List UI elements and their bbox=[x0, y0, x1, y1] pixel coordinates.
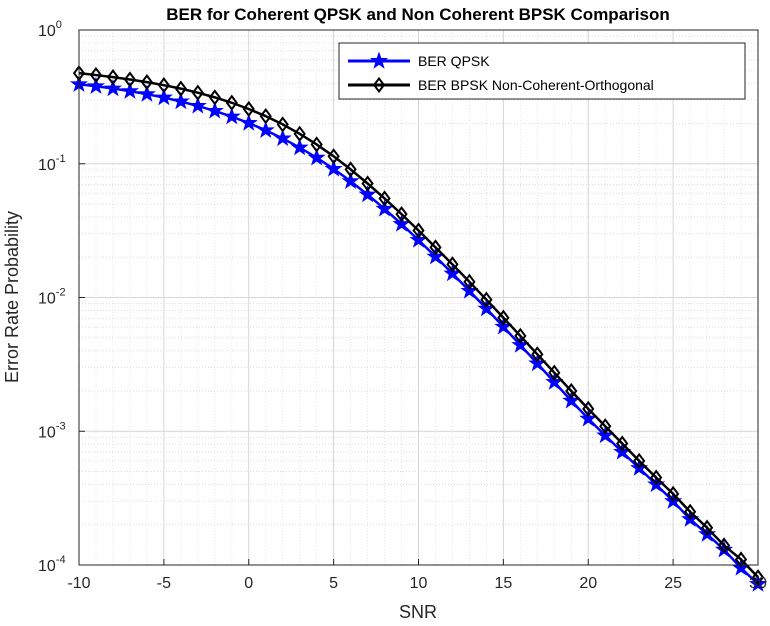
data-point bbox=[565, 382, 578, 400]
x-tick-label: 10 bbox=[410, 575, 428, 592]
data-point bbox=[463, 273, 476, 290]
series-line bbox=[78, 71, 759, 579]
data-point bbox=[650, 469, 663, 486]
data-point bbox=[89, 66, 103, 84]
data-point bbox=[256, 120, 275, 138]
data-point bbox=[412, 222, 425, 239]
x-axis-ticks: -10 -5 0 5 10 15 20 25 30 bbox=[67, 559, 767, 592]
data-point bbox=[293, 125, 306, 142]
data-point bbox=[273, 128, 292, 147]
data-point bbox=[429, 239, 442, 256]
data-point bbox=[307, 148, 326, 166]
series-bpsk-noncoherent bbox=[72, 65, 765, 586]
data-point bbox=[191, 84, 204, 101]
data-point bbox=[259, 108, 272, 125]
data-point bbox=[140, 73, 154, 91]
x-tick-label: 5 bbox=[329, 575, 338, 592]
data-point bbox=[616, 435, 629, 452]
data-point bbox=[395, 205, 408, 223]
x-tick-label: -10 bbox=[67, 575, 90, 592]
data-point bbox=[123, 71, 137, 88]
data-point bbox=[514, 327, 527, 345]
data-point bbox=[205, 101, 224, 119]
data-point bbox=[582, 400, 595, 418]
data-point bbox=[324, 159, 343, 177]
data-point bbox=[548, 364, 561, 381]
data-point bbox=[683, 503, 697, 520]
data-point bbox=[341, 171, 360, 189]
x-tick-label: 25 bbox=[664, 575, 682, 592]
data-point bbox=[480, 291, 493, 308]
data-point bbox=[174, 80, 187, 97]
y-axis-label: Error Rate Probability bbox=[2, 211, 22, 383]
data-point bbox=[208, 89, 221, 106]
data-point bbox=[633, 452, 646, 470]
y-axis-ticks: 10-4 10-3 10-2 10-1 100 bbox=[38, 19, 85, 575]
chart-title: BER for Coherent QPSK and Non Coherent B… bbox=[166, 5, 669, 24]
data-point bbox=[446, 256, 459, 273]
x-tick-label: 0 bbox=[244, 575, 253, 592]
x-tick-label: 15 bbox=[494, 575, 512, 592]
data-point bbox=[700, 519, 714, 536]
data-point bbox=[154, 88, 173, 106]
x-tick-label: 20 bbox=[579, 575, 597, 592]
data-point bbox=[369, 51, 389, 69]
data-point bbox=[361, 175, 374, 192]
data-point bbox=[86, 76, 106, 94]
x-tick-label: -5 bbox=[157, 575, 171, 592]
y-tick-label: 100 bbox=[38, 19, 62, 40]
data-point bbox=[225, 94, 238, 111]
x-tick-label: 30 bbox=[749, 575, 767, 592]
data-point bbox=[276, 116, 289, 133]
y-tick-label: 10-1 bbox=[38, 153, 66, 174]
data-point bbox=[751, 569, 765, 586]
data-point bbox=[290, 138, 309, 156]
data-point bbox=[667, 485, 680, 503]
data-point bbox=[120, 81, 139, 99]
legend-box bbox=[338, 42, 746, 100]
data-point bbox=[310, 136, 323, 153]
data-point bbox=[378, 190, 391, 207]
data-point bbox=[531, 346, 544, 363]
data-point bbox=[375, 199, 394, 217]
data-point bbox=[327, 148, 340, 165]
legend-label-bpsk: BER BPSK Non-Coherent-Orthogonal bbox=[418, 77, 654, 93]
data-point bbox=[497, 309, 510, 326]
data-point bbox=[106, 68, 120, 86]
data-point bbox=[734, 551, 748, 568]
data-point bbox=[344, 161, 357, 178]
data-point bbox=[242, 100, 255, 118]
data-point bbox=[599, 418, 612, 435]
legend-marker-qpsk bbox=[369, 51, 389, 69]
data-point bbox=[103, 79, 123, 97]
data-point bbox=[392, 214, 411, 232]
y-tick-label: 10-3 bbox=[38, 420, 66, 441]
data-point bbox=[717, 537, 731, 554]
data-point bbox=[358, 185, 377, 203]
series-layer bbox=[69, 65, 768, 592]
data-point bbox=[137, 84, 156, 102]
data-point bbox=[157, 77, 170, 94]
data-point bbox=[171, 91, 190, 110]
legend-marker-bpsk bbox=[372, 76, 386, 94]
data-point bbox=[222, 107, 241, 125]
data-point bbox=[372, 76, 386, 94]
legend: BER QPSK BER BPSK Non-Coherent-Orthogona… bbox=[338, 42, 746, 100]
data-point bbox=[188, 96, 207, 114]
x-axis-label: SNR bbox=[399, 602, 437, 622]
y-tick-label: 10-2 bbox=[38, 287, 66, 308]
legend-label-qpsk: BER QPSK bbox=[418, 53, 490, 69]
y-tick-label: 10-4 bbox=[38, 554, 66, 575]
data-point bbox=[239, 113, 258, 131]
